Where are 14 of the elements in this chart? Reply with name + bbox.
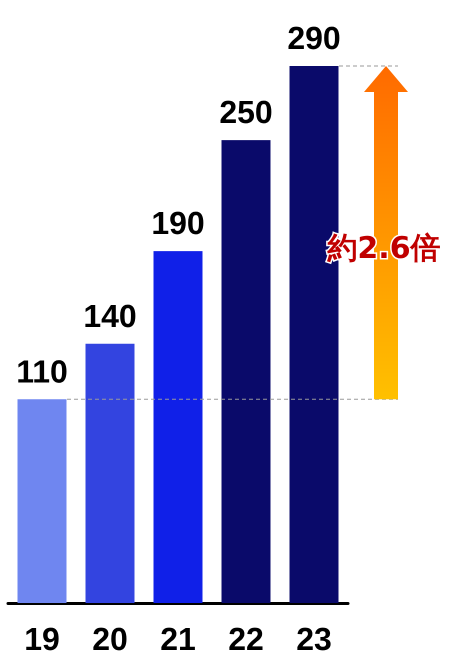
- x-tick-label: 23: [296, 621, 332, 657]
- bar: [154, 251, 202, 603]
- bar: [86, 344, 134, 603]
- bar: [222, 140, 270, 603]
- x-tick-label: 22: [228, 621, 264, 657]
- x-tick-label: 21: [160, 621, 196, 657]
- x-tick-label: 19: [24, 621, 60, 657]
- data-label: 110: [16, 353, 68, 390]
- data-label: 250: [219, 94, 273, 130]
- bar: [18, 399, 66, 603]
- data-label: 190: [151, 205, 205, 242]
- data-label: 290: [287, 20, 341, 56]
- data-label: 140: [83, 298, 137, 334]
- x-tick-label: 20: [92, 621, 128, 657]
